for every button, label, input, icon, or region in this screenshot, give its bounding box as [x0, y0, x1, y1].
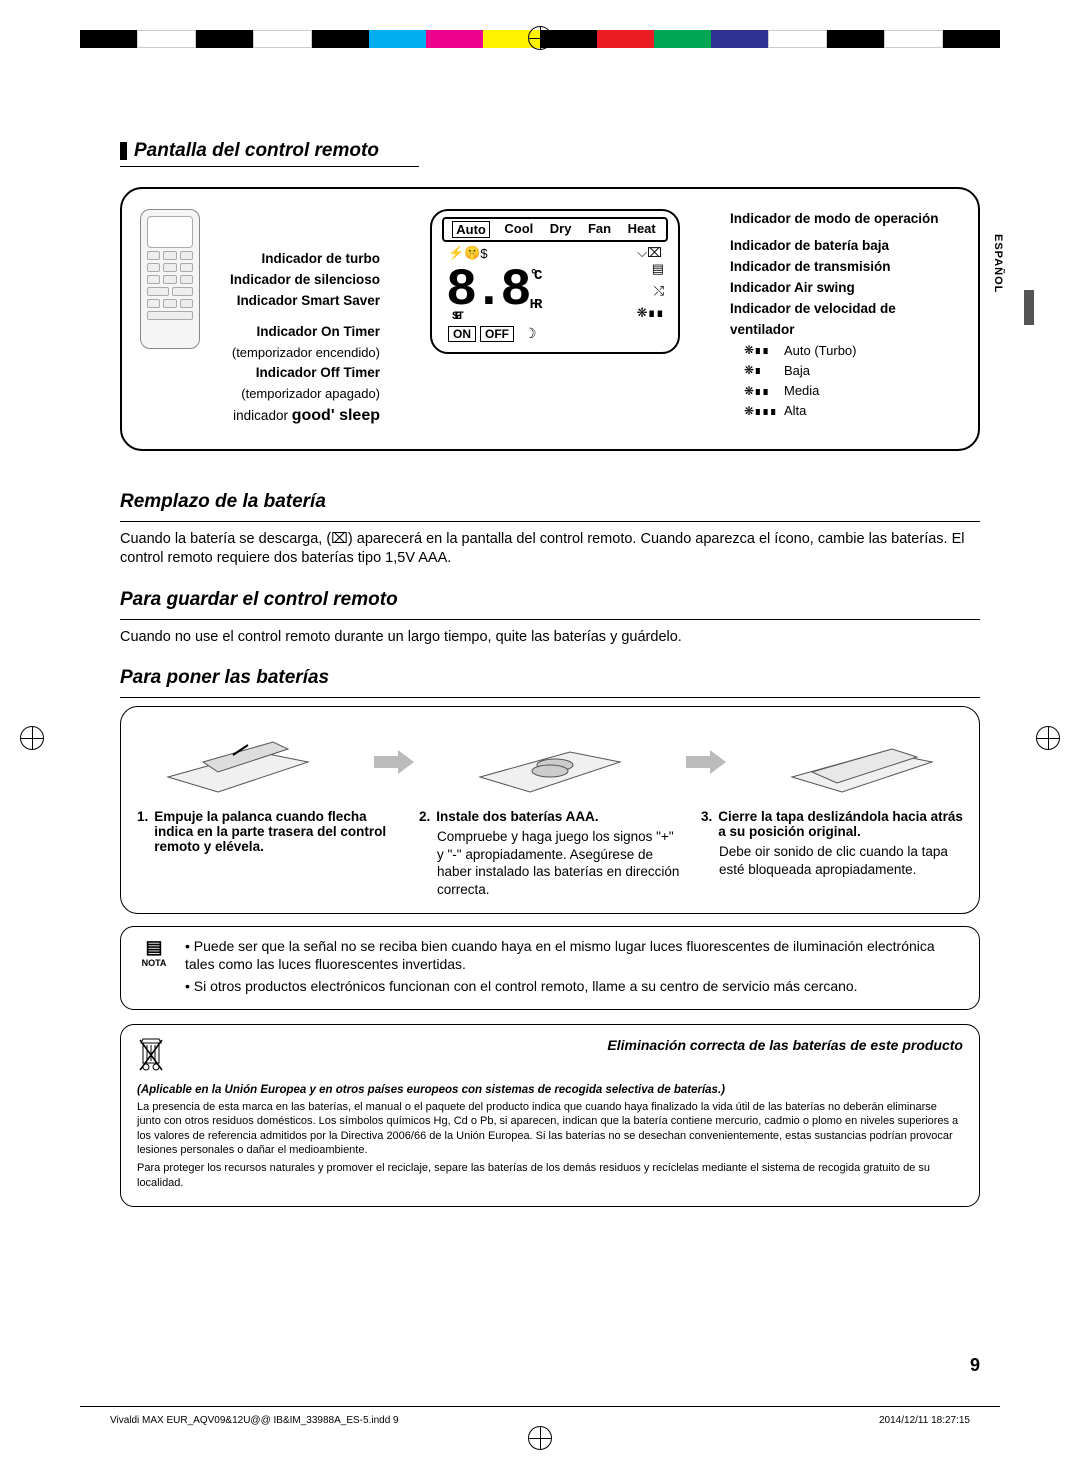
- label-fanspeed: Indicador de velocidad de ventilador: [730, 299, 960, 341]
- fan-level-label: Baja: [784, 361, 810, 381]
- disposal-para-1: La presencia de esta marca en las baterí…: [137, 1100, 963, 1157]
- label-transmit: Indicador de transmisión: [730, 257, 960, 278]
- goodsleep-icon: ☽: [524, 325, 537, 342]
- note-label: ▤ NOTA: [137, 937, 171, 1000]
- turbo-icon: ⚡: [448, 245, 464, 261]
- battery-steps-images: [137, 721, 963, 809]
- footer-filename: Vivaldi MAX EUR_AQV09&12U@@ IB&IM_33988A…: [110, 1415, 399, 1426]
- label-smartsaver: Indicador Smart Saver: [210, 291, 380, 312]
- mode-bar: Auto Cool Dry Fan Heat: [442, 217, 668, 242]
- mode-dry: Dry: [548, 221, 574, 238]
- fan-level-label: Auto (Turbo): [784, 341, 857, 361]
- lowbattery-icon: ⌧: [647, 245, 662, 261]
- footer-timestamp: 2014/12/11 18:27:15: [879, 1415, 970, 1426]
- registration-mark-bottom: [528, 1426, 552, 1450]
- note-item: Puede ser que la señal no se reciba bien…: [185, 937, 963, 973]
- off-tag: OFF: [480, 326, 514, 342]
- registration-mark-right: [1036, 726, 1060, 750]
- language-tab: ESPAÑOL: [990, 230, 1020, 297]
- label-offtimer: Indicador Off Timer: [210, 363, 380, 384]
- step-heading: 1.Empuje la palanca cuando flecha indica…: [137, 809, 399, 854]
- rule: [120, 697, 980, 698]
- step-body: Debe oir sonido de clic cuando la tapa e…: [701, 839, 963, 878]
- battery-steps-panel: 1.Empuje la palanca cuando flecha indica…: [120, 706, 980, 913]
- label-airswing: Indicador Air swing: [730, 278, 960, 299]
- fan-level-label: Alta: [784, 401, 806, 421]
- weee-bin-icon: [137, 1037, 167, 1078]
- arrow-icon: [686, 748, 726, 776]
- section-title-insert-batteries: Para poner las baterías: [120, 667, 329, 689]
- print-footer: Vivaldi MAX EUR_AQV09&12U@@ IB&IM_33988A…: [80, 1406, 1000, 1426]
- registration-mark-left: [20, 726, 44, 750]
- onoff-row: ON OFF ☽: [442, 321, 668, 342]
- remote-step1-image: [163, 727, 313, 797]
- silent-icon: 🤫: [464, 245, 480, 261]
- wifi-icon: ⌵: [637, 245, 647, 261]
- mode-cool: Cool: [502, 221, 535, 238]
- fanspeed-icon: ❋∎∎: [637, 305, 664, 321]
- remote-step3-image: [787, 727, 937, 797]
- fan-speed-levels: ❋∎∎ Auto (Turbo) ❋∎ Baja ❋∎∎ Media ❋∎∎∎ Alta: [730, 341, 960, 422]
- section-title-display: Pantalla del control remoto: [120, 140, 419, 167]
- rule: [120, 619, 980, 620]
- disposal-para-2: Para proteger los recursos naturales y p…: [137, 1161, 963, 1190]
- label-lowbat: Indicador de batería baja: [730, 236, 960, 257]
- airswing-icon: ⤭: [654, 283, 664, 299]
- store-remote-text: Cuando no use el control remoto durante …: [120, 628, 980, 648]
- tab-marker: [1024, 290, 1034, 325]
- page-content: ESPAÑOL Pantalla del control remoto Indi…: [120, 130, 980, 1356]
- step-heading: 2.Instale dos baterías AAA.: [419, 809, 681, 824]
- note-item: Si otros productos electrónicos funciona…: [185, 977, 963, 995]
- section-title-battery-replace: Remplazo de la batería: [120, 491, 326, 513]
- disposal-subtitle: (Aplicable en la Unión Europea y en otro…: [137, 1078, 963, 1100]
- fan-level-icon: ❋∎∎: [744, 341, 774, 360]
- lcd-icons-row: ⚡ 🤫 $ ⌵ ⌧: [442, 242, 668, 261]
- section-title-store-remote: Para guardar el control remoto: [120, 589, 398, 611]
- fan-level-label: Media: [784, 381, 819, 401]
- disposal-title: Eliminación correcta de las baterías de …: [607, 1037, 963, 1053]
- step-body: Compruebe y haga juego los signos "+" y …: [419, 824, 681, 898]
- lcd-labels-right: Indicador de modo de operación Indicador…: [730, 209, 960, 421]
- registration-mark-top: [528, 26, 552, 50]
- label-mode: Indicador de modo de operación: [730, 209, 960, 230]
- note-icon: ▤: [137, 937, 171, 958]
- battery-replace-text: Cuando la batería se descarga, (⌧) apare…: [120, 530, 980, 569]
- seven-segment: SET 8.8 °C HR: [442, 270, 538, 312]
- remote-display-diagram: Indicador de turbo Indicador de silencio…: [120, 187, 980, 451]
- arrow-icon: [374, 748, 414, 776]
- note-list: Puede ser que la señal no se reciba bien…: [185, 937, 963, 1000]
- on-tag: ON: [448, 326, 476, 342]
- label-ontimer-sub: (temporizador encendido): [210, 343, 380, 363]
- fan-level-icon: ❋∎∎: [744, 382, 774, 401]
- mode-heat: Heat: [626, 221, 658, 238]
- mode-fan: Fan: [586, 221, 613, 238]
- remote-step2-image: [475, 727, 625, 797]
- rule: [120, 521, 980, 522]
- page-number: 9: [970, 1355, 980, 1376]
- disposal-box: Eliminación correcta de las baterías de …: [120, 1024, 980, 1207]
- fan-level-icon: ❋∎∎∎: [744, 402, 774, 421]
- step-heading: 3.Cierre la tapa deslizándola hacia atrá…: [701, 809, 963, 839]
- lcd-screen: Auto Cool Dry Fan Heat ⚡ 🤫 $ ⌵ ⌧ SET: [430, 209, 680, 354]
- label-silencioso: Indicador de silencioso: [210, 270, 380, 291]
- language-label: ESPAÑOL: [990, 230, 1006, 297]
- fan-level-icon: ❋∎: [744, 361, 774, 380]
- label-ontimer: Indicador On Timer: [210, 322, 380, 343]
- label-goodsleep: indicador good' sleep: [210, 404, 380, 429]
- label-turbo: Indicador de turbo: [210, 249, 380, 270]
- remote-illustration: [140, 209, 200, 349]
- battery-steps-text: 1.Empuje la palanca cuando flecha indica…: [137, 809, 963, 898]
- lcd-labels-left: Indicador de turbo Indicador de silencio…: [210, 209, 380, 429]
- transmit-icon: ▤: [652, 261, 664, 277]
- smartsaver-icon: $: [480, 246, 487, 261]
- mode-auto: Auto: [452, 221, 490, 238]
- label-offtimer-sub: (temporizador apagado): [210, 384, 380, 404]
- note-box: ▤ NOTA Puede ser que la señal no se reci…: [120, 926, 980, 1011]
